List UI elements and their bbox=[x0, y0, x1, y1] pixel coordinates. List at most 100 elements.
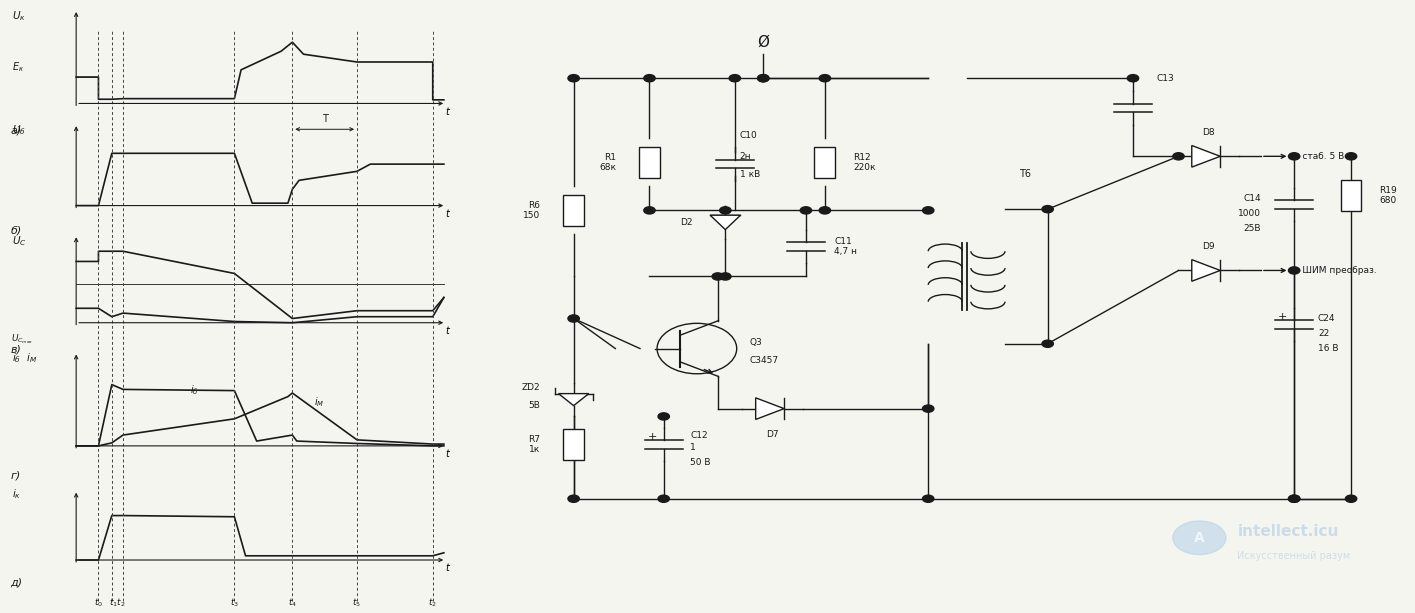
Text: $U_{C_{max}}$: $U_{C_{max}}$ bbox=[11, 332, 33, 346]
Polygon shape bbox=[756, 398, 784, 419]
Text: а): а) bbox=[11, 126, 21, 135]
Text: $i_{б}$  $i_{М}$: $i_{б}$ $i_{М}$ bbox=[11, 351, 37, 365]
Circle shape bbox=[1173, 521, 1225, 555]
Text: R7
1к: R7 1к bbox=[528, 435, 541, 454]
Text: R6
150: R6 150 bbox=[524, 200, 541, 220]
Text: R12
220к: R12 220к bbox=[853, 153, 876, 172]
Circle shape bbox=[819, 75, 831, 82]
Text: +: + bbox=[648, 432, 657, 443]
Polygon shape bbox=[710, 215, 740, 230]
Text: C12: C12 bbox=[691, 431, 708, 440]
Circle shape bbox=[1289, 153, 1300, 160]
Text: $i_{к}$: $i_{к}$ bbox=[11, 487, 21, 501]
Text: к ШИМ преобраз.: к ШИМ преобраз. bbox=[1295, 266, 1377, 275]
Text: A: A bbox=[1194, 531, 1204, 545]
Circle shape bbox=[720, 207, 732, 214]
Circle shape bbox=[923, 495, 934, 502]
Text: C10: C10 bbox=[740, 131, 757, 140]
Circle shape bbox=[1289, 495, 1300, 502]
Text: 50 В: 50 В bbox=[691, 458, 710, 467]
Text: Q3: Q3 bbox=[749, 338, 761, 347]
Circle shape bbox=[1346, 495, 1357, 502]
Text: $t$: $t$ bbox=[444, 207, 451, 219]
Circle shape bbox=[1289, 267, 1300, 274]
Text: D2: D2 bbox=[679, 218, 692, 227]
Text: C14: C14 bbox=[1244, 194, 1261, 203]
Text: $t_3$: $t_3$ bbox=[229, 596, 239, 609]
Text: $i_{М}$: $i_{М}$ bbox=[314, 395, 324, 409]
FancyBboxPatch shape bbox=[563, 429, 584, 460]
Text: +: + bbox=[1278, 312, 1288, 322]
FancyBboxPatch shape bbox=[1340, 180, 1361, 211]
Text: 22: 22 bbox=[1317, 329, 1329, 338]
Text: $t_1t_2$: $t_1t_2$ bbox=[109, 596, 126, 609]
Circle shape bbox=[1041, 340, 1053, 348]
Text: 16 В: 16 В bbox=[1317, 344, 1339, 353]
Circle shape bbox=[658, 495, 669, 502]
Text: $t$: $t$ bbox=[444, 324, 451, 336]
Circle shape bbox=[567, 75, 579, 82]
Text: $t_4$: $t_4$ bbox=[287, 596, 297, 609]
FancyBboxPatch shape bbox=[563, 195, 584, 226]
Circle shape bbox=[819, 207, 831, 214]
Polygon shape bbox=[559, 394, 589, 406]
FancyBboxPatch shape bbox=[640, 147, 659, 178]
Circle shape bbox=[923, 207, 934, 214]
Circle shape bbox=[1346, 153, 1357, 160]
Text: $t_2$: $t_2$ bbox=[429, 596, 437, 609]
Text: R1
68к: R1 68к bbox=[600, 153, 617, 172]
Text: D8: D8 bbox=[1203, 128, 1215, 137]
Text: $U_{б}$: $U_{б}$ bbox=[11, 123, 25, 137]
Text: 2н: 2н bbox=[740, 152, 751, 161]
Text: $i_{б}$: $i_{б}$ bbox=[190, 383, 198, 397]
Circle shape bbox=[567, 495, 579, 502]
Circle shape bbox=[801, 207, 812, 214]
Polygon shape bbox=[1191, 260, 1220, 281]
Text: C11
4,7 н: C11 4,7 н bbox=[835, 237, 857, 256]
Text: C24: C24 bbox=[1317, 314, 1336, 323]
Text: д): д) bbox=[11, 578, 23, 588]
Circle shape bbox=[1173, 153, 1184, 160]
Text: 1 кВ: 1 кВ bbox=[740, 170, 760, 179]
Circle shape bbox=[923, 405, 934, 412]
Text: $E_{к}$: $E_{к}$ bbox=[11, 60, 24, 74]
Circle shape bbox=[658, 413, 669, 420]
Circle shape bbox=[729, 75, 740, 82]
Text: к стаб. 5 В: к стаб. 5 В bbox=[1295, 152, 1344, 161]
Text: 1000: 1000 bbox=[1238, 209, 1261, 218]
Circle shape bbox=[1128, 75, 1139, 82]
Text: 25В: 25В bbox=[1244, 224, 1261, 233]
Text: $t_0$: $t_0$ bbox=[93, 596, 103, 609]
Text: $t_5$: $t_5$ bbox=[352, 596, 361, 609]
Circle shape bbox=[757, 75, 768, 82]
Text: б): б) bbox=[11, 226, 21, 236]
Text: C13: C13 bbox=[1156, 74, 1174, 83]
Text: 5В: 5В bbox=[529, 401, 541, 410]
Text: T6: T6 bbox=[1019, 169, 1032, 180]
Text: ZD2: ZD2 bbox=[522, 383, 541, 392]
Circle shape bbox=[1289, 495, 1300, 502]
Text: D7: D7 bbox=[767, 430, 780, 439]
Circle shape bbox=[644, 207, 655, 214]
Text: 1: 1 bbox=[691, 443, 696, 452]
Text: г): г) bbox=[11, 471, 21, 481]
Circle shape bbox=[644, 75, 655, 82]
Text: Ø: Ø bbox=[757, 35, 770, 50]
Text: intellect.icu: intellect.icu bbox=[1237, 524, 1339, 539]
Circle shape bbox=[757, 75, 768, 82]
Text: $t$: $t$ bbox=[444, 562, 451, 573]
Text: Искусственный разум: Искусственный разум bbox=[1237, 551, 1350, 561]
Text: T: T bbox=[321, 115, 328, 124]
Text: C3457: C3457 bbox=[749, 356, 778, 365]
Text: $U_{к}$: $U_{к}$ bbox=[11, 9, 25, 23]
Text: в): в) bbox=[11, 345, 21, 355]
FancyBboxPatch shape bbox=[815, 147, 835, 178]
Circle shape bbox=[720, 273, 732, 280]
Text: $U_{C}$: $U_{C}$ bbox=[11, 234, 25, 248]
Polygon shape bbox=[1191, 145, 1220, 167]
Circle shape bbox=[567, 315, 579, 322]
Text: R19
680: R19 680 bbox=[1380, 186, 1397, 205]
Text: D9: D9 bbox=[1203, 242, 1215, 251]
Text: $t$: $t$ bbox=[444, 447, 451, 459]
Circle shape bbox=[1041, 205, 1053, 213]
